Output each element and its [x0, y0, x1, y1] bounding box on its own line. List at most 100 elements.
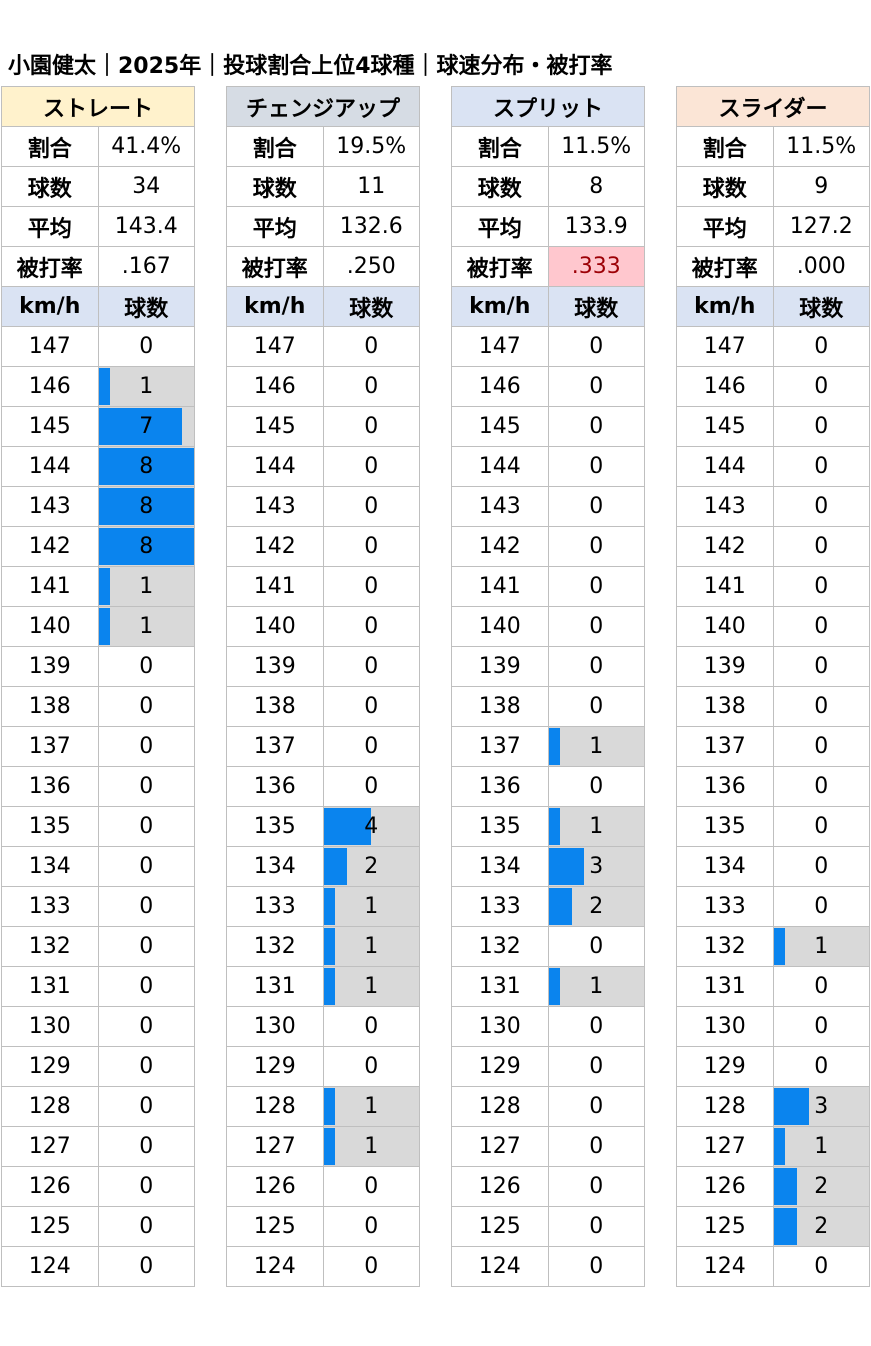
pitch-count-value: 0 [589, 774, 604, 799]
bar-background [323, 967, 419, 1006]
speed-label: 143 [451, 486, 549, 527]
stat-value-avg: 133.9 [547, 206, 645, 247]
speed-label: 125 [676, 1206, 774, 1247]
pitch-count-cell: 0 [772, 686, 870, 727]
stat-value-ba: .333 [547, 246, 645, 287]
pitch-count-value: 0 [364, 694, 379, 719]
pitch-count-cell: 0 [322, 1166, 420, 1207]
distribution-bar [323, 888, 336, 925]
pitch-count-value: 0 [589, 614, 604, 639]
pitch-name: スライダー [676, 86, 870, 127]
speed-row: 135 4 [226, 806, 420, 847]
distribution-bar [98, 368, 111, 405]
speed-row: 141 0 [676, 566, 870, 607]
pitch-name: ストレート [1, 86, 195, 127]
speed-label: 145 [226, 406, 324, 447]
speed-row: 134 0 [676, 846, 870, 887]
distribution-bar [548, 968, 561, 1005]
speed-label: 147 [1, 326, 99, 367]
pitch-count-cell: 0 [547, 766, 645, 807]
distribution-bar [98, 528, 194, 565]
speed-row: 137 0 [676, 726, 870, 767]
pitch-count-cell: 0 [547, 1206, 645, 1247]
speed-label: 133 [676, 886, 774, 927]
speed-label: 142 [676, 526, 774, 567]
speed-row: 144 0 [451, 446, 645, 487]
pitch-count-cell: 0 [97, 1166, 195, 1207]
pitch-count-cell: 2 [772, 1206, 870, 1247]
pitch-count-value: 0 [364, 1174, 379, 1199]
pitch-count-cell: 0 [772, 406, 870, 447]
distribution-bar [773, 1208, 798, 1245]
speed-label: 135 [676, 806, 774, 847]
speed-row: 129 0 [226, 1046, 420, 1087]
pitch-count-cell: 0 [547, 1006, 645, 1047]
speed-row: 131 0 [676, 966, 870, 1007]
speed-row: 143 8 [1, 486, 195, 527]
speed-label: 133 [226, 886, 324, 927]
distribution-bar [323, 1128, 336, 1165]
pitch-count-value: 0 [814, 694, 829, 719]
speed-row: 135 1 [451, 806, 645, 847]
pitch-count-cell: 1 [547, 726, 645, 767]
speed-row: 142 0 [226, 526, 420, 567]
pitch-count-cell: 0 [97, 1046, 195, 1087]
speed-row: 143 0 [451, 486, 645, 527]
pitch-count-header: 球数 [772, 286, 870, 327]
stat-value-ba: .000 [772, 246, 870, 287]
speed-label: 133 [451, 886, 549, 927]
pitch-count-cell: 0 [97, 806, 195, 847]
pitch-count-value: 0 [589, 694, 604, 719]
distribution-bar [323, 1088, 336, 1125]
speed-label: 129 [1, 1046, 99, 1087]
pitch-count-value: 0 [814, 574, 829, 599]
speed-label: 127 [1, 1126, 99, 1167]
stat-value-ba: .167 [97, 246, 195, 287]
pitch-count-cell: 3 [772, 1086, 870, 1127]
pitch-count-cell: 0 [322, 766, 420, 807]
distribution-bar [548, 728, 561, 765]
pitch-count-value: 0 [364, 414, 379, 439]
speed-row: 138 0 [1, 686, 195, 727]
pitch-count-value: 1 [814, 1134, 829, 1159]
bar-background [323, 1127, 419, 1166]
speed-row: 140 1 [1, 606, 195, 647]
speed-row: 147 0 [1, 326, 195, 367]
pitch-count-value: 0 [589, 414, 604, 439]
speed-label: 128 [676, 1086, 774, 1127]
speed-label: 132 [226, 926, 324, 967]
pitch-count-value: 0 [589, 1014, 604, 1039]
speed-label: 133 [1, 886, 99, 927]
speed-label: 126 [226, 1166, 324, 1207]
distribution-bar [548, 888, 573, 925]
speed-label: 142 [226, 526, 324, 567]
speed-label: 124 [451, 1246, 549, 1287]
pitch-count-value: 3 [589, 854, 604, 879]
speed-header: km/h [1, 286, 99, 327]
pitch-count-value: 0 [139, 814, 154, 839]
pitch-count-cell: 0 [772, 1246, 870, 1287]
speed-row: 147 0 [676, 326, 870, 367]
pitch-count-cell: 0 [97, 886, 195, 927]
speed-row: 146 1 [1, 366, 195, 407]
speed-label: 128 [1, 1086, 99, 1127]
pitch-count-value: 1 [139, 574, 154, 599]
speed-row: 126 0 [1, 1166, 195, 1207]
pitch-count-value: 2 [814, 1174, 829, 1199]
speed-label: 134 [226, 846, 324, 887]
speed-row: 134 3 [451, 846, 645, 887]
bar-background [548, 807, 644, 846]
pitch-count-value: 0 [814, 1254, 829, 1279]
speed-label: 131 [451, 966, 549, 1007]
pitch-count-header: 球数 [547, 286, 645, 327]
pitch-table-3: スライダー 割合 11.5% 球数 9 平均 127.2 被打率 .000 km/h 球数 147 0 1… [676, 86, 870, 1287]
pitch-count-cell: 0 [547, 1126, 645, 1167]
speed-label: 139 [451, 646, 549, 687]
speed-row: 127 1 [226, 1126, 420, 1167]
speed-label: 144 [226, 446, 324, 487]
pitch-count-cell: 7 [97, 406, 195, 447]
speed-row: 130 0 [451, 1006, 645, 1047]
speed-label: 135 [1, 806, 99, 847]
pitch-count-cell: 0 [322, 606, 420, 647]
stat-label-ba: 被打率 [451, 246, 549, 287]
